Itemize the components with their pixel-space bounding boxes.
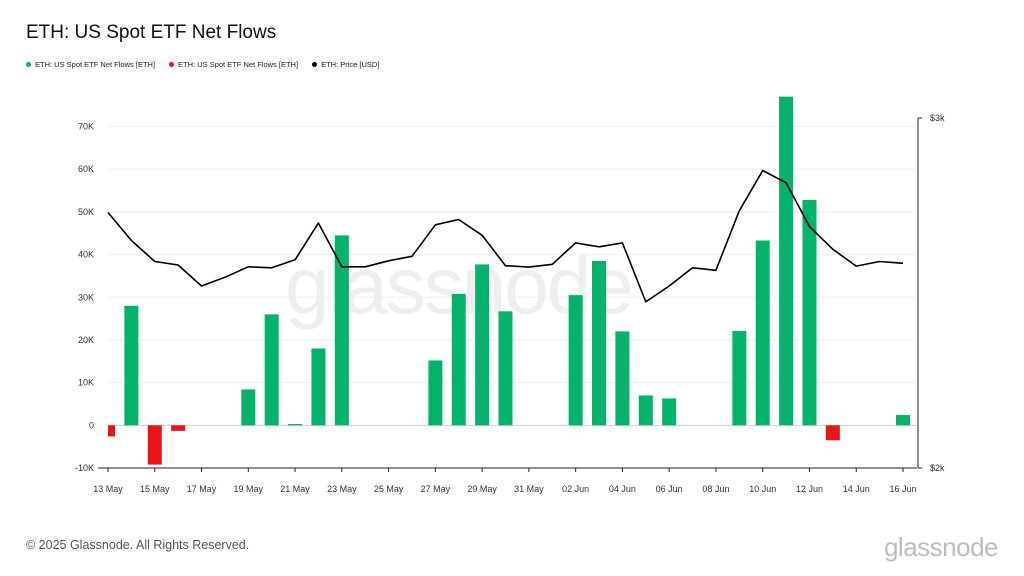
right-tick-label: $3k <box>930 113 945 123</box>
legend-label: ETH: Price [USD] <box>321 60 380 69</box>
y-tick-label: 70K <box>78 122 94 132</box>
inflow-bar <box>568 295 583 426</box>
x-tick-label: 04 Jun <box>609 484 636 494</box>
inflow-bar <box>311 348 326 426</box>
outflow-bar <box>825 425 840 441</box>
x-tick-label: 17 May <box>187 484 217 494</box>
legend: ETH: US Spot ETF Net Flows [ETH] ETH: US… <box>26 60 379 69</box>
x-tick-label: 06 Jun <box>656 484 683 494</box>
inflow-bar <box>288 424 303 426</box>
inflow-bar <box>475 264 490 426</box>
brand-logo: glassnode <box>883 532 999 562</box>
y-tick-label: 0 <box>89 420 94 430</box>
x-tick-label: 02 Jun <box>562 484 589 494</box>
chart-title: ETH: US Spot ETF Net Flows <box>26 22 277 43</box>
inflow-bar <box>241 389 256 426</box>
right-tick-label: $2k <box>930 463 945 473</box>
inflow-bar <box>592 260 607 426</box>
y-tick-label: 20K <box>78 335 94 345</box>
x-tick-label: 14 Jun <box>843 484 870 494</box>
inflow-bar <box>615 331 630 426</box>
y-tick-label: 30K <box>78 292 94 302</box>
x-tick-label: 27 May <box>421 484 451 494</box>
x-tick-label: 23 May <box>327 484 357 494</box>
x-tick-label: 31 May <box>514 484 544 494</box>
legend-swatch-black <box>312 62 318 67</box>
inflow-bar <box>662 398 677 426</box>
inflow-bar <box>428 360 443 426</box>
inflow-bar <box>779 96 794 426</box>
inflow-bar <box>638 395 653 426</box>
x-tick-label: 25 May <box>374 484 404 494</box>
outflow-bar <box>147 425 162 465</box>
inflow-bar <box>264 314 279 426</box>
price-line <box>107 169 904 303</box>
inflow-bar <box>732 330 747 426</box>
inflow-bar <box>334 235 349 426</box>
legend-item-inflows[interactable]: ETH: US Spot ETF Net Flows [ETH] <box>26 60 155 69</box>
inflow-bar <box>498 311 513 426</box>
copyright-footer: © 2025 Glassnode. All Rights Reserved. <box>26 538 250 552</box>
x-tick-label: 08 Jun <box>702 484 729 494</box>
legend-swatch-green <box>26 62 31 67</box>
inflow-bar <box>451 293 466 426</box>
y-tick-label: 60K <box>78 164 94 174</box>
x-tick-label: 29 May <box>467 484 497 494</box>
y-tick-label: 40K <box>78 250 94 260</box>
legend-label: ETH: US Spot ETF Net Flows [ETH] <box>178 60 299 69</box>
x-tick-label: 21 May <box>280 484 310 494</box>
legend-item-price[interactable]: ETH: Price [USD] <box>312 60 379 69</box>
legend-label: ETH: US Spot ETF Net Flows [ETH] <box>35 60 156 69</box>
y-tick-label: 50K <box>78 207 94 217</box>
y-tick-label: 10K <box>78 378 94 388</box>
inflow-bar <box>802 199 817 426</box>
x-tick-label: 13 May <box>93 484 123 494</box>
outflow-bar <box>171 425 186 431</box>
x-tick-label: 15 May <box>140 484 170 494</box>
inflow-bar <box>755 240 770 426</box>
x-tick-label: 12 Jun <box>796 484 823 494</box>
inflow-bar <box>124 305 139 426</box>
x-tick-label: 10 Jun <box>749 484 776 494</box>
inflow-bar <box>896 415 910 426</box>
legend-swatch-red <box>169 62 175 67</box>
y-tick-label: -10K <box>75 463 94 473</box>
x-tick-label: 16 Jun <box>889 484 916 494</box>
legend-item-outflows[interactable]: ETH: US Spot ETF Net Flows [ETH] <box>169 60 298 69</box>
outflow-bar <box>108 425 115 437</box>
x-tick-label: 19 May <box>234 484 264 494</box>
